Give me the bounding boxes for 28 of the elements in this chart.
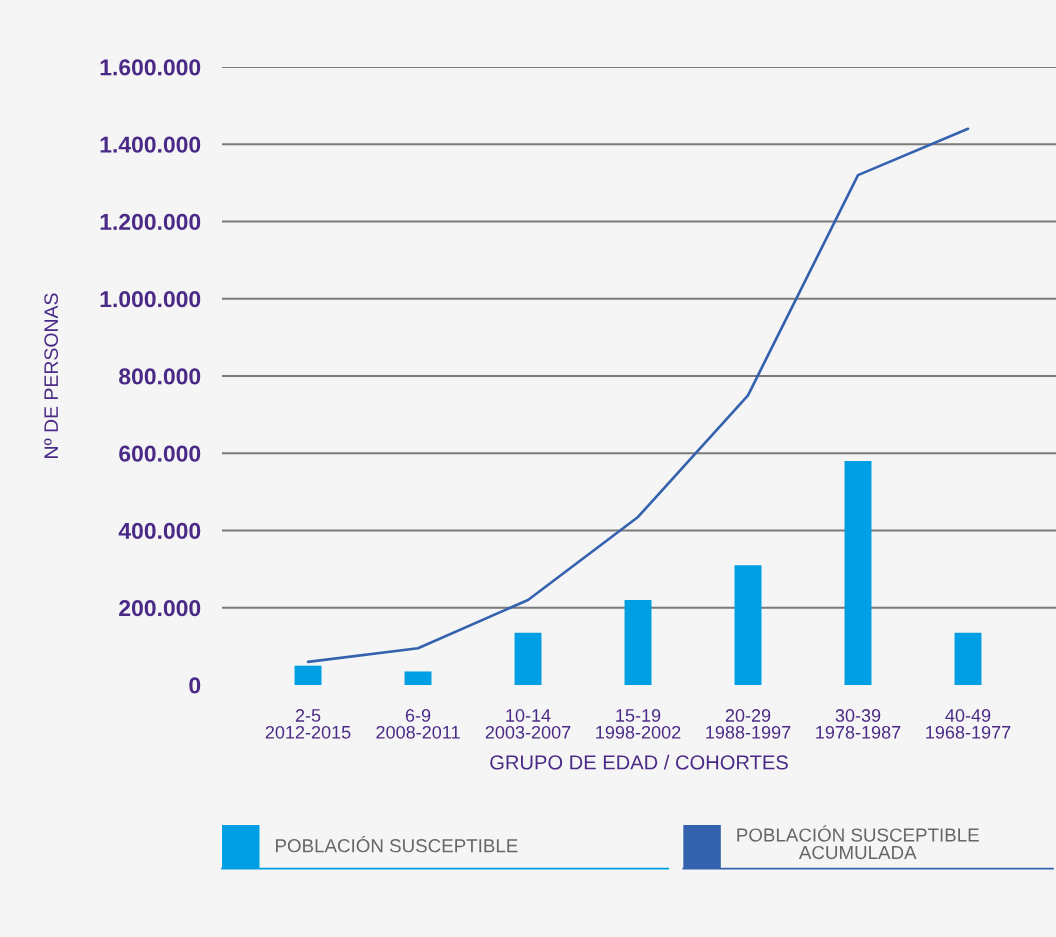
x-axis-title: GRUPO DE EDAD / COHORTES (490, 754, 788, 770)
y-tick-label: 1.400.000 (100, 136, 201, 153)
y-tick-label: 800.000 (119, 368, 201, 385)
x-tick-label: 2-5 2012-2015 (265, 709, 351, 739)
bar (404, 671, 432, 685)
bar (514, 632, 542, 685)
y-tick-label: 1.600.000 (100, 59, 201, 76)
line-series (306, 127, 970, 664)
bar (624, 600, 652, 685)
x-tick-label: 10-14 2003-2007 (485, 709, 571, 739)
x-tick-label: 15-19 1998-2002 (596, 709, 681, 739)
x-tick-label: 6-9 2008-2011 (376, 709, 460, 739)
y-axis-title: Nº DE PERSONAS (44, 293, 59, 458)
y-tick-label: 1.000.000 (100, 291, 201, 308)
x-tick-label: 20-29 1988-1997 (706, 709, 791, 739)
y-tick-label: 400.000 (118, 522, 201, 540)
x-tick-label: 30-39 1978-1987 (816, 709, 901, 739)
bar (954, 632, 982, 685)
y-tick-label: 200.000 (119, 600, 201, 617)
y-tick-label: 600.000 (119, 445, 201, 462)
legend-label: POBLACIÓN SUSCEPTIBLE (276, 835, 518, 853)
x-tick-label: 40-49 1968-1977 (926, 709, 1011, 739)
bar (734, 565, 762, 685)
y-tick-label: 1.200.000 (100, 213, 201, 231)
y-tick-label: 0 (189, 677, 201, 694)
legend-label: POBLACIÓN SUSCEPTIBLE ACUMULADA (737, 825, 979, 860)
bar (844, 460, 872, 685)
bar (294, 665, 322, 685)
